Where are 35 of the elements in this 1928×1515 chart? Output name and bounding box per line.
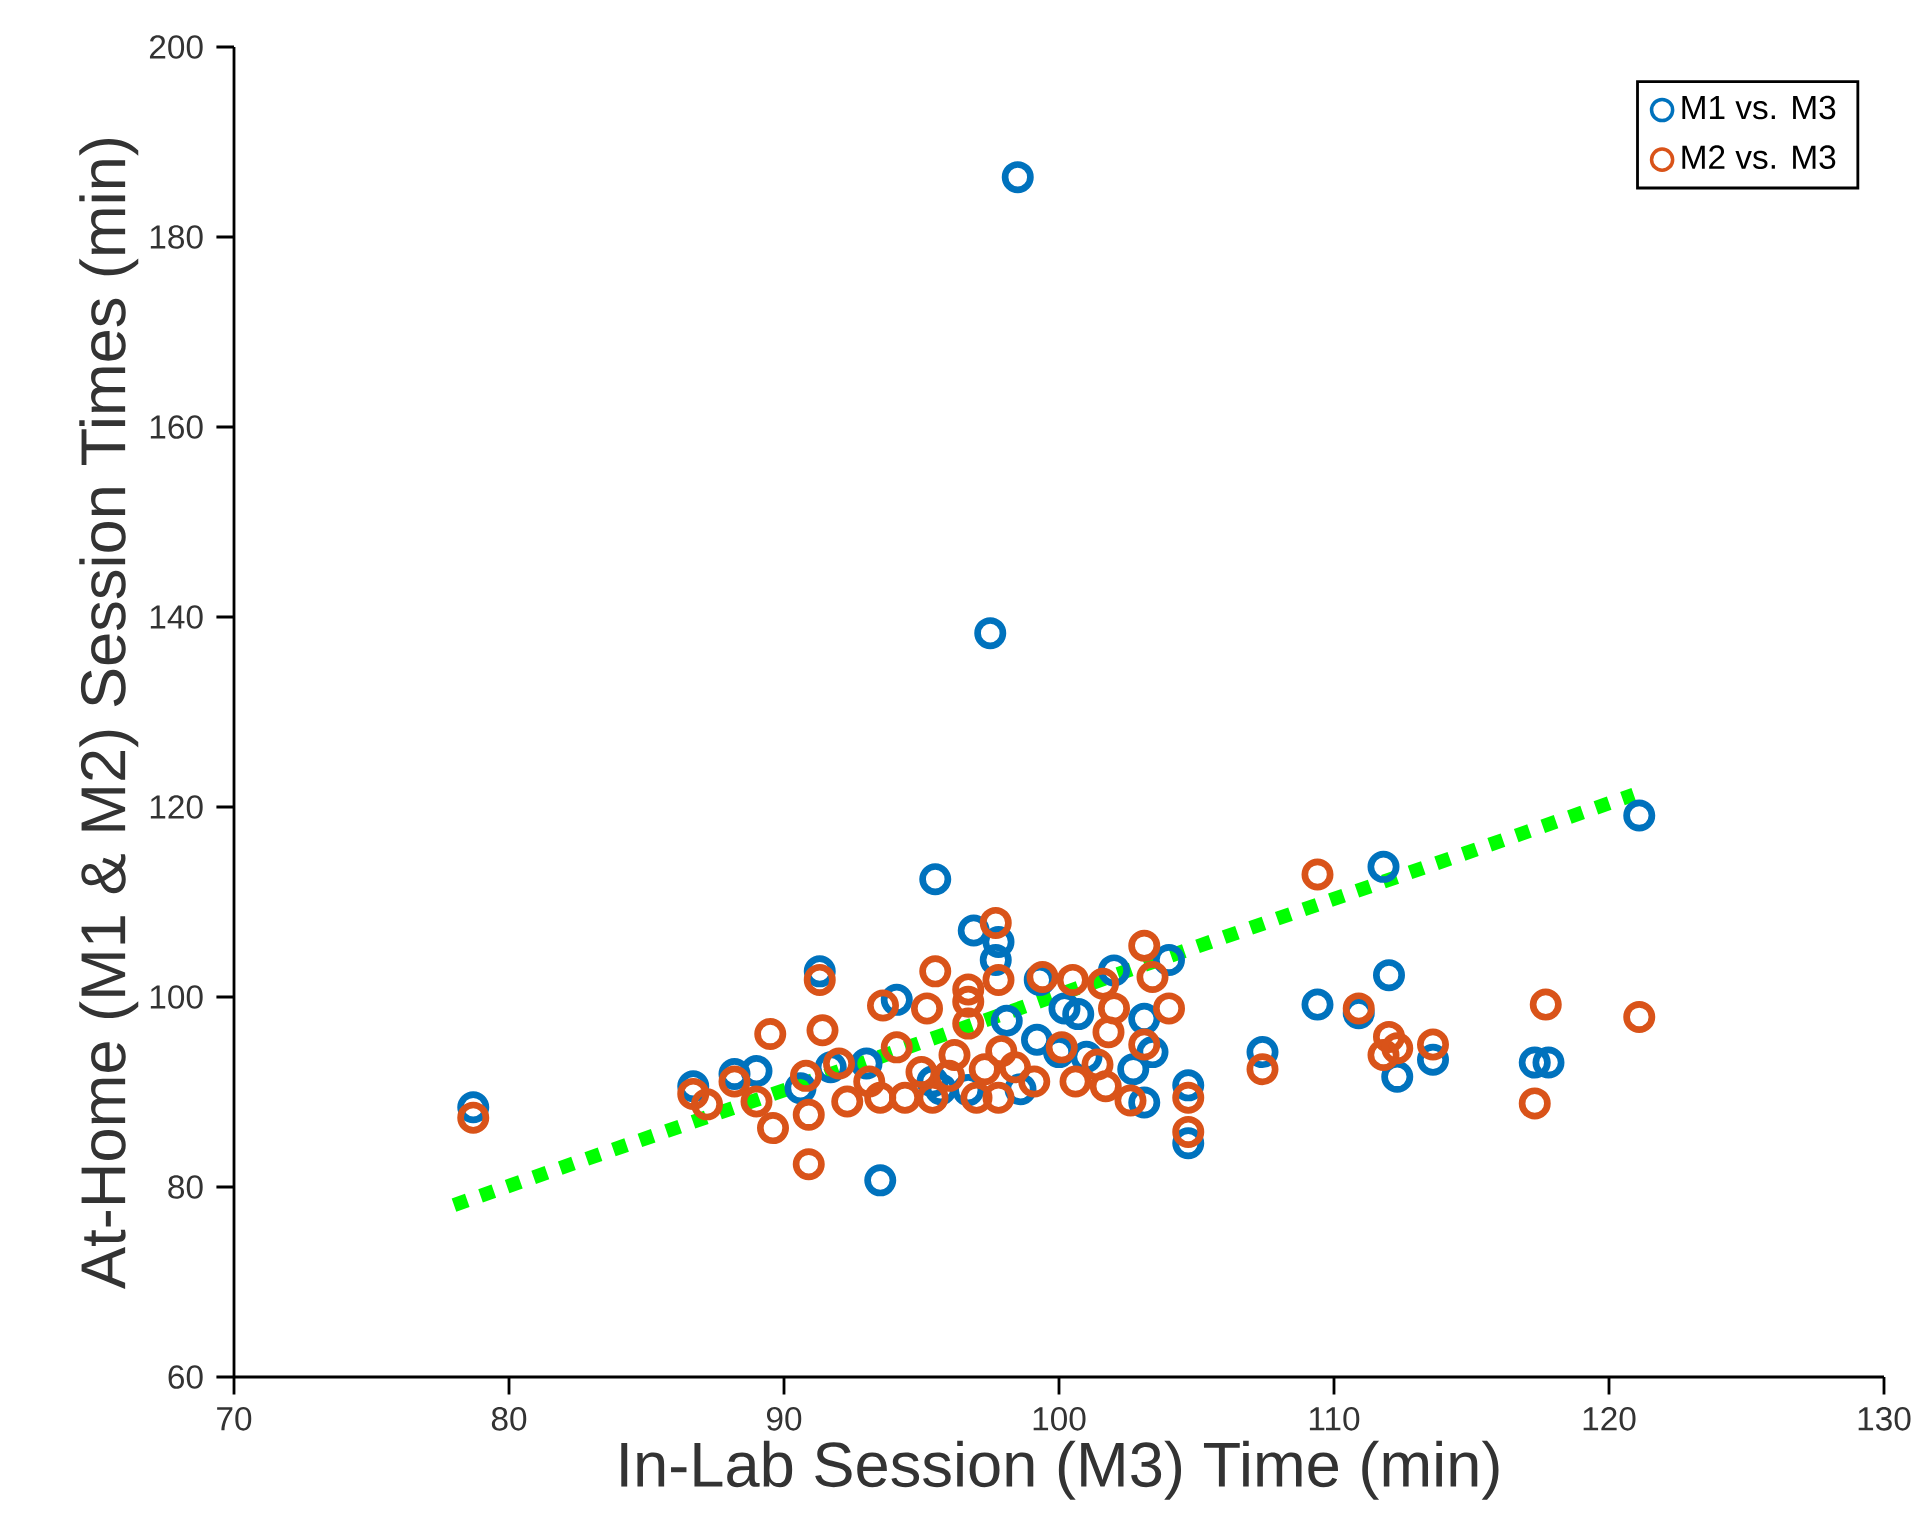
legend-label: M1 vs. M3 <box>1682 95 1836 120</box>
y-tick-label: 200 <box>149 35 203 59</box>
point <box>1381 1060 1414 1093</box>
legend-label: M2 vs. M3 <box>1682 145 1836 170</box>
point <box>1623 799 1656 832</box>
y-tick-label: 80 <box>168 1175 203 1199</box>
y-tick-label: 180 <box>150 225 203 249</box>
x-tick-label: 70 <box>217 1406 252 1431</box>
point <box>1117 1053 1150 1086</box>
point <box>1367 850 1400 883</box>
point <box>919 863 952 896</box>
x-tick-label: 130 <box>1858 1406 1911 1431</box>
point <box>1301 988 1334 1021</box>
x-tick-label: 110 <box>1309 1406 1360 1431</box>
point <box>1048 992 1081 1025</box>
point <box>1062 998 1095 1031</box>
point <box>864 1164 897 1197</box>
y-tick-label: 160 <box>150 415 203 439</box>
x-axis-title: In-Lab Session (M3) Time (min) <box>621 1440 1499 1500</box>
x-tick-label: 90 <box>766 1406 802 1431</box>
point <box>990 1004 1023 1037</box>
y-tick-label: 120 <box>150 795 203 819</box>
point <box>1001 161 1034 194</box>
point <box>974 617 1007 650</box>
y-axis-title: At-Home (M1 & M2) Session Times (min) <box>79 139 139 1289</box>
y-tick-label: 100 <box>150 985 203 1009</box>
x-tick-label: 80 <box>491 1406 527 1431</box>
y-tick-label: 140 <box>150 605 203 629</box>
point <box>1021 1023 1053 1056</box>
y-tick-label: 60 <box>168 1365 203 1389</box>
point <box>1532 1046 1565 1079</box>
point <box>1518 1046 1551 1079</box>
x-tick-label: 120 <box>1583 1406 1636 1431</box>
point <box>1373 959 1405 992</box>
x-tick-label: 100 <box>1033 1406 1086 1431</box>
